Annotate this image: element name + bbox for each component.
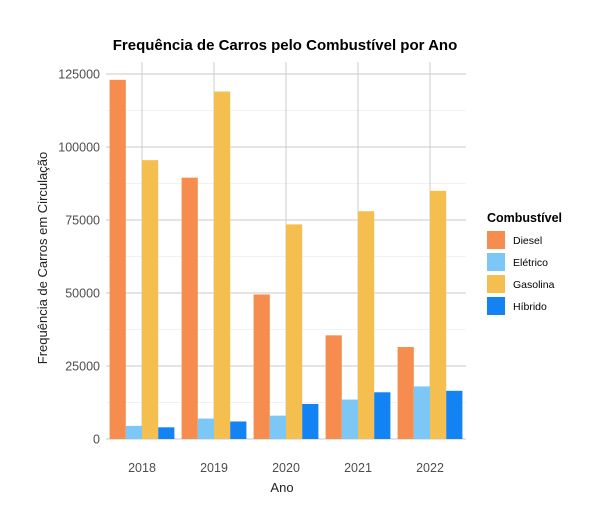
y-tick-label: 50000 [65, 287, 100, 301]
x-tick-label: 2021 [344, 461, 372, 475]
bar-híbrido-2020 [302, 403, 319, 439]
legend-label-diesel: Diesel [513, 235, 542, 247]
x-tick-label: 2020 [272, 461, 300, 475]
bar-diesel-2020 [253, 294, 270, 439]
y-tick-label: 125000 [58, 68, 100, 82]
legend-label-elétrico: Elétrico [513, 257, 548, 269]
legend-label-gasolina: Gasolina [513, 279, 555, 291]
bar-elétrico-2020 [269, 415, 286, 439]
legend-key-diesel [487, 231, 505, 249]
bar-gasolina-2022 [430, 190, 447, 439]
x-axis-ticks: 2018 2019 2020 2021 2022 [128, 461, 444, 475]
bar-elétrico-2019 [197, 418, 214, 439]
x-tick-label: 2018 [128, 461, 156, 475]
legend-key-elétrico [487, 253, 505, 271]
legend-title: Combustível [487, 211, 562, 225]
bar-elétrico-2018 [125, 425, 142, 439]
bar-gasolina-2021 [358, 211, 375, 439]
y-tick-label: 0 [93, 433, 100, 447]
chart-title: Frequência de Carros pelo Combustível po… [113, 37, 458, 54]
bar-elétrico-2022 [413, 386, 430, 439]
bar-elétrico-2021 [341, 399, 358, 439]
y-tick-label: 100000 [58, 141, 100, 155]
y-axis-ticks: 0 25000 50000 75000 100000 125000 [58, 68, 100, 447]
bar-diesel-2022 [397, 347, 414, 439]
y-tick-label: 25000 [65, 360, 100, 374]
bar-híbrido-2021 [374, 392, 391, 439]
bars [109, 79, 463, 440]
bar-gasolina-2020 [286, 224, 303, 439]
bar-híbrido-2018 [158, 427, 175, 439]
y-axis-title: Frequência de Carros em Circulação [35, 152, 50, 364]
x-tick-label: 2019 [200, 461, 228, 475]
bar-gasolina-2019 [214, 91, 231, 440]
legend-key-híbrido [487, 297, 505, 315]
bar-gasolina-2018 [142, 160, 159, 439]
bar-híbrido-2019 [230, 421, 247, 439]
x-axis-title: Ano [270, 480, 293, 495]
legend-label-híbrido: Híbrido [513, 301, 547, 313]
x-tick-label: 2022 [416, 461, 444, 475]
bar-diesel-2021 [325, 335, 342, 439]
legend-key-gasolina [487, 275, 505, 293]
bar-diesel-2019 [181, 177, 198, 439]
bar-híbrido-2022 [446, 390, 463, 439]
legend: Combustível Diesel Elétrico Gasolina Híbrid… [487, 211, 562, 315]
bar-diesel-2018 [109, 79, 126, 439]
y-tick-label: 75000 [65, 214, 100, 228]
